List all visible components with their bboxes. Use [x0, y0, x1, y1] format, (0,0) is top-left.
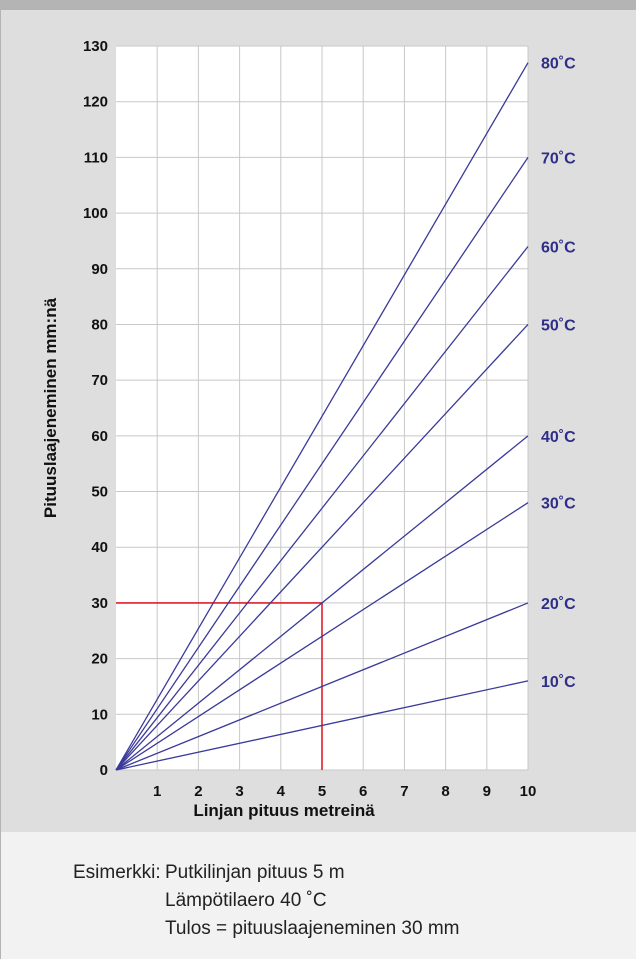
chart-panel: 1 2 3 4 5 6 7 8 9 10 0 10 20 30 40 50 60 70 80 90 100 110 120 1…: [1, 10, 636, 832]
x-tick-label: 10: [520, 783, 537, 800]
thermal-expansion-chart: 1 2 3 4 5 6 7 8 9 1001020304050607080901001101201…: [41, 38, 576, 820]
series-label: 30˚C: [541, 496, 576, 513]
y-tick-label: 120: [83, 94, 108, 111]
series-label: 10˚C: [541, 674, 576, 691]
x-tick-label: 5: [318, 783, 326, 800]
x-tick-label: 2: [194, 783, 202, 800]
series-line: [115, 157, 529, 771]
series-label: 20˚C: [541, 596, 576, 613]
series-line: [115, 324, 529, 771]
series-label: 40˚C: [541, 429, 576, 446]
example-line-temp-difference: Lämpötilaero 40 ˚C: [165, 890, 327, 911]
x-tick-label: 8: [441, 783, 449, 800]
y-tick-label: 110: [84, 149, 108, 166]
series-line: [115, 62, 529, 771]
series-line: [115, 680, 529, 771]
series-layer: [115, 62, 529, 771]
x-tick-label: 4: [277, 783, 286, 800]
x-tick-label: 6: [359, 783, 367, 800]
y-tick-label: 0: [100, 762, 108, 779]
y-tick-label: 40: [91, 539, 108, 556]
x-tick-label: 3: [235, 783, 243, 800]
y-tick-label: 50: [91, 484, 108, 501]
series-line: [115, 602, 529, 771]
series-line: [115, 502, 529, 771]
example-line-length: Putkilinjan pituus 5 m: [165, 862, 345, 883]
series-label: 70˚C: [541, 150, 576, 167]
y-tick-label: 20: [91, 651, 108, 668]
example-label: Esimerkki:: [73, 862, 161, 883]
y-tick-label: 10: [91, 706, 108, 723]
series-label: 60˚C: [541, 239, 576, 256]
series-line: [115, 246, 529, 771]
series-label: 50˚C: [541, 317, 576, 334]
y-axis-title: Pituuslaajeneminen mm:nä: [41, 297, 60, 518]
y-tick-label: 130: [83, 38, 108, 55]
tick-label-layer: 1 2 3 4 5 6 7 8 9 1001020304050607080901001101201…: [83, 38, 536, 800]
example-line-result: Tulos = pituuslaajeneminen 30 mm: [165, 918, 460, 939]
x-tick-label: 1: [153, 783, 161, 800]
x-tick-label: 7: [400, 783, 408, 800]
y-tick-label: 30: [91, 595, 108, 612]
grid-layer: [116, 45, 529, 771]
y-tick-label: 90: [91, 261, 108, 278]
y-tick-label: 70: [91, 372, 108, 389]
x-tick-label: 9: [483, 783, 491, 800]
series-label-layer: 10˚C 20˚C 30˚C 40˚C 50˚C 60˚C 70˚C 80˚C: [541, 56, 576, 691]
example-panel: Esimerkki: Putkilinjan pituus 5 m Lämpöt…: [1, 832, 636, 959]
y-tick-label: 100: [83, 205, 108, 222]
series-label: 80˚C: [541, 56, 576, 73]
y-tick-label: 60: [91, 428, 108, 445]
y-tick-label: 80: [91, 316, 108, 333]
x-axis-title: Linjan pituus metreinä: [193, 801, 375, 820]
series-line: [115, 435, 529, 771]
